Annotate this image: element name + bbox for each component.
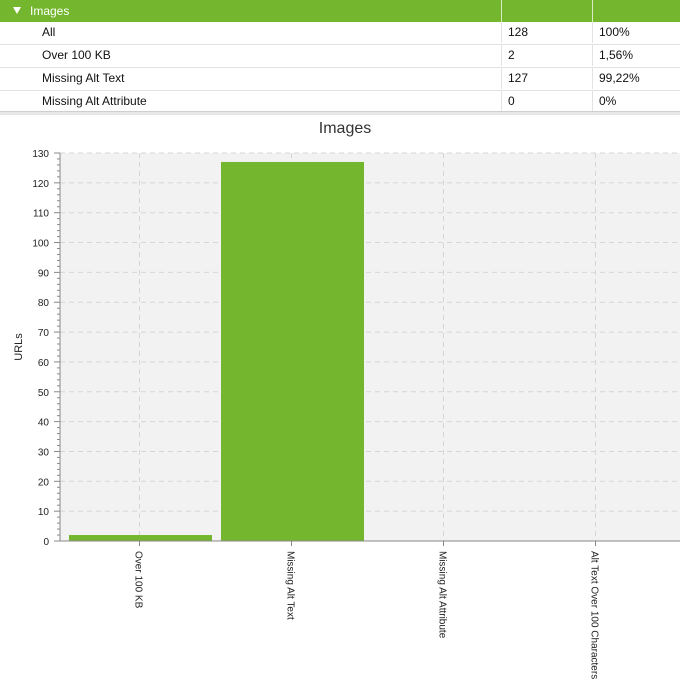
y-tick-label: 90 xyxy=(38,268,50,279)
row-label: Missing Alt Attribute xyxy=(42,94,147,108)
y-tick-label: 100 xyxy=(32,239,49,250)
row-percent: 0% xyxy=(599,94,617,108)
group-count-cell xyxy=(501,0,593,22)
row-label: All xyxy=(42,25,56,39)
row-percent: 99,22% xyxy=(599,71,640,85)
y-tick-label: 130 xyxy=(32,149,49,160)
bar xyxy=(221,161,364,541)
row-percent: 1,56% xyxy=(599,48,634,62)
y-tick-label: 10 xyxy=(38,507,50,518)
x-tick-label: Missing Alt Text xyxy=(285,551,296,620)
chart-title: Images xyxy=(318,120,372,137)
row-count: 127 xyxy=(508,71,529,85)
y-tick-label: 20 xyxy=(38,477,50,488)
group-name-cell: Images xyxy=(0,0,501,22)
table-row[interactable]: Missing Alt Text 127 99,22% xyxy=(0,68,680,91)
row-count: 128 xyxy=(508,25,529,39)
row-count: 0 xyxy=(508,94,515,108)
y-tick-label: 30 xyxy=(38,447,50,458)
y-tick-label: 70 xyxy=(38,328,50,339)
y-tick-label: 50 xyxy=(38,388,50,399)
bar-chart: 0 10 20 30 40 50 60 70 80 90 100 110 120 130 Over 100 … xyxy=(13,149,680,679)
y-axis-label: URLs xyxy=(13,333,25,361)
row-count: 2 xyxy=(508,48,515,62)
y-tick-label: 40 xyxy=(38,418,50,429)
row-label: Missing Alt Text xyxy=(42,71,125,85)
y-tick-label: 0 xyxy=(43,537,49,548)
bar xyxy=(69,535,212,541)
images-group-row[interactable]: Images xyxy=(0,0,680,22)
images-table: Images All 128 100% Over 100 KB 2 1,56% … xyxy=(0,0,680,114)
y-tick-label: 110 xyxy=(33,209,49,220)
row-label: Over 100 KB xyxy=(42,48,111,62)
table-row[interactable]: All 128 100% xyxy=(0,22,680,45)
group-label: Images xyxy=(30,4,70,18)
x-tick-label: Alt Text Over 100 Characters xyxy=(589,551,600,679)
y-tick-label: 120 xyxy=(32,179,49,190)
y-tick-label: 80 xyxy=(38,298,50,309)
table-splitter[interactable] xyxy=(0,111,680,115)
group-percent-cell xyxy=(592,0,680,22)
x-tick-label: Over 100 KB xyxy=(133,551,144,609)
x-tick-label: Missing Alt Attribute xyxy=(437,551,448,639)
y-tick-label: 60 xyxy=(38,358,50,369)
table-row[interactable]: Over 100 KB 2 1,56% xyxy=(0,45,680,68)
plot-area xyxy=(60,153,680,541)
row-percent: 100% xyxy=(599,25,630,39)
collapse-triangle-icon[interactable] xyxy=(13,7,21,14)
